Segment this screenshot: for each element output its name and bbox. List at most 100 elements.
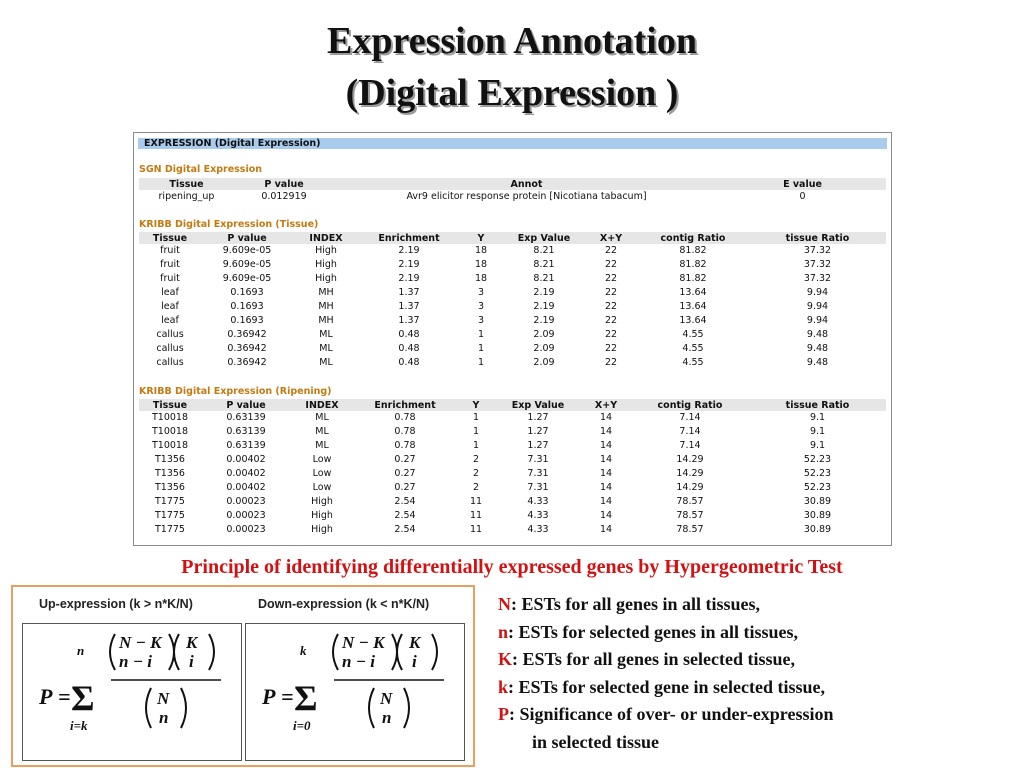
table-cell: 0.63139 xyxy=(226,426,266,438)
table-cell: 0.00023 xyxy=(226,509,266,521)
table-cell: 0.78 xyxy=(394,426,416,438)
table-cell: 9.609e-05 xyxy=(222,259,272,271)
column-header: P value xyxy=(234,178,334,190)
table-cell: 2.09 xyxy=(533,356,555,368)
table-cell: 2 xyxy=(472,481,480,493)
table-row: T1356 0.00402 Low 0.27 2 7.31 14 14.29 52.23 xyxy=(139,453,886,467)
table-cell: 0.1693 xyxy=(230,314,264,326)
table-cell: 14 xyxy=(599,523,613,535)
table-cell: 0.27 xyxy=(394,454,416,466)
column-header: Y xyxy=(457,399,495,411)
table-row: callus 0.36942 ML 0.48 1 2.09 22 4.55 9.48 xyxy=(139,355,886,369)
table-cell: 0.00402 xyxy=(226,481,266,493)
table-cell: 14 xyxy=(599,412,613,424)
table-cell: 9.1 xyxy=(809,440,826,452)
legend-item: k: ESTs for selected gene in selected ti… xyxy=(498,674,833,702)
table-cell: ML xyxy=(315,426,329,438)
sum-lower-limit: i=0 xyxy=(293,718,311,733)
table-cell: 0.63139 xyxy=(226,440,266,452)
denominator-bottom: n xyxy=(159,708,168,727)
table-cell: 37.32 xyxy=(803,245,832,257)
numerator-a-bottom: n − i xyxy=(119,652,152,671)
table-cell: 78.57 xyxy=(676,509,704,521)
table-cell: 1.27 xyxy=(527,426,549,438)
column-header: tissue Ratio xyxy=(749,399,886,411)
table-cell: MH xyxy=(318,287,334,299)
table-cell: 22 xyxy=(604,314,618,326)
sgn-section-title: SGN Digital Expression xyxy=(139,164,263,175)
table-cell: 4.33 xyxy=(527,509,549,521)
legend-key: P xyxy=(498,704,509,724)
table-cell: 2.19 xyxy=(533,314,555,326)
table-cell: ML xyxy=(319,342,333,354)
table-cell: MH xyxy=(318,301,334,312)
table-cell: 13.64 xyxy=(679,301,707,312)
table-cell: 3 xyxy=(477,301,485,312)
table-cell: 0 xyxy=(799,191,806,203)
table-cell: leaf xyxy=(161,301,179,312)
table-cell: 22 xyxy=(604,259,618,271)
table-cell: 2.19 xyxy=(398,245,420,257)
table-cell: 4.33 xyxy=(527,523,549,535)
table-row: T1775 0.00023 High 2.54 11 4.33 14 78.57 30.89 xyxy=(139,508,886,522)
down-expression-formula: P = k Σ i=0 N − K n − i K i N n xyxy=(245,623,465,761)
legend-text: : ESTs for all genes in selected tissue, xyxy=(512,649,796,669)
table-row: T1356 0.00402 Low 0.27 2 7.31 14 14.29 52.23 xyxy=(139,467,886,481)
table-cell: 2.54 xyxy=(394,509,416,521)
tissue-table: Tissue P value INDEX Enrichment Y Exp Value X+… xyxy=(139,232,886,369)
table-cell: T1775 xyxy=(155,509,185,521)
table-row: T10018 0.63139 ML 0.78 1 1.27 14 7.14 9.1 xyxy=(139,439,886,453)
panel-header: EXPRESSION (Digital Expression) xyxy=(138,138,887,149)
table-cell: Low xyxy=(312,481,332,493)
table-cell: 0.012919 xyxy=(261,191,307,203)
table-cell: ML xyxy=(319,328,333,340)
table-cell: 52.23 xyxy=(803,468,832,479)
table-row: leaf 0.1693 MH 1.37 3 2.19 22 13.64 9.94 xyxy=(139,286,886,300)
column-header: X+Y xyxy=(585,232,637,244)
column-header: Exp Value xyxy=(503,232,585,244)
column-header: contig Ratio xyxy=(637,232,749,244)
table-cell: leaf xyxy=(161,314,179,326)
tissue-section-title: KRIBB Digital Expression (Tissue) xyxy=(139,219,319,230)
table-cell: T1775 xyxy=(155,523,185,535)
denominator-bottom: n xyxy=(382,708,391,727)
table-cell: 9.48 xyxy=(806,342,829,354)
table-cell: 14 xyxy=(599,481,613,493)
table-cell: callus xyxy=(156,328,184,340)
table-cell: High xyxy=(315,245,337,257)
legend-item: n: ESTs for selected genes in all tissue… xyxy=(498,619,833,647)
legend-item: K: ESTs for all genes in selected tissue… xyxy=(498,646,833,674)
table-cell: 14.29 xyxy=(676,481,704,493)
table-cell: 0.00023 xyxy=(226,523,266,535)
table-cell: 37.32 xyxy=(803,273,832,285)
table-cell: 18 xyxy=(474,245,488,257)
table-cell: 9.94 xyxy=(806,301,829,312)
slide-title-line1: Expression Annotation xyxy=(327,20,697,62)
variable-legend: N: ESTs for all genes in all tissues, n:… xyxy=(498,591,833,756)
table-cell: 22 xyxy=(604,245,618,257)
table-cell: High xyxy=(311,495,333,507)
up-expression-formula: P = n Σ i=k N − K n − i K i N n xyxy=(22,623,242,761)
table-cell: 22 xyxy=(604,287,618,299)
table-cell: 2.54 xyxy=(394,495,416,507)
column-header: X+Y xyxy=(581,399,631,411)
table-cell: 78.57 xyxy=(676,495,704,507)
column-header: Enrichment xyxy=(353,399,457,411)
table-row: T10018 0.63139 ML 0.78 1 1.27 14 7.14 9.1 xyxy=(139,411,886,425)
table-cell: 1 xyxy=(472,440,480,452)
table-cell: fruit xyxy=(160,245,180,257)
legend-key: K xyxy=(498,649,513,669)
numerator-a-bottom: n − i xyxy=(342,652,375,671)
table-cell: 22 xyxy=(604,342,618,354)
ripening-table: Tissue P value INDEX Enrichment Y Exp Value X+… xyxy=(139,399,886,536)
table-row: T1775 0.00023 High 2.54 11 4.33 14 78.57 30.89 xyxy=(139,522,886,536)
column-header: E value xyxy=(719,178,886,190)
table-row: leaf 0.1693 MH 1.37 3 2.19 22 13.64 9.94 xyxy=(139,300,886,314)
sgn-table: Tissue P value Annot E value ripening_up 0.0… xyxy=(139,178,886,204)
table-cell: leaf xyxy=(161,287,179,299)
table-cell: fruit xyxy=(160,273,180,285)
formula-p: P xyxy=(261,684,276,709)
table-cell: Avr9 elicitor response protein [Nicotian… xyxy=(406,191,647,203)
numerator-b-top: K xyxy=(408,633,422,652)
column-header: tissue Ratio xyxy=(749,232,886,244)
